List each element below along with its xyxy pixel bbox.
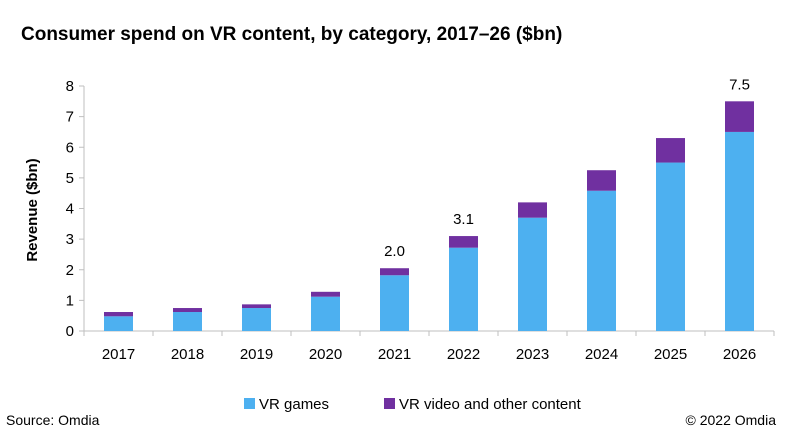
bar-vr-games <box>656 162 685 331</box>
bar-vr-video <box>587 170 616 191</box>
bars <box>104 101 754 331</box>
bar-vr-video <box>380 268 409 276</box>
chart-title: Consumer spend on VR content, by categor… <box>21 24 563 45</box>
y-tick-label: 3 <box>66 231 74 248</box>
x-axis: 2017 2018 2019 2020 2021 2022 2023 2024 2025 2026 <box>83 330 775 363</box>
x-tick-label: 2017 <box>102 346 135 363</box>
y-tick-label: 0 <box>66 323 74 340</box>
y-tick-label: 5 <box>66 170 74 187</box>
bar-vr-games <box>518 217 547 331</box>
x-tick-label: 2020 <box>309 346 342 363</box>
y-axis: 0 1 2 3 4 5 6 7 8 <box>66 78 85 340</box>
copyright-note: © 2022 Omdia <box>685 412 776 428</box>
bar-vr-games <box>311 296 340 331</box>
bar-vr-games <box>725 131 754 331</box>
x-tick-label: 2024 <box>585 346 618 363</box>
bar-vr-video <box>656 138 685 163</box>
y-tick-label: 2 <box>66 262 74 279</box>
y-tick-label: 4 <box>66 201 74 218</box>
legend-vr-games-swatch <box>244 398 255 409</box>
x-tick-label: 2019 <box>240 346 273 363</box>
data-label: 2.0 <box>384 243 405 260</box>
y-tick-label: 1 <box>66 292 74 309</box>
bar-vr-games <box>587 190 616 331</box>
y-tick-label: 8 <box>66 78 74 95</box>
y-tick-label: 7 <box>66 109 74 126</box>
bar-vr-video <box>725 101 754 132</box>
x-tick-label: 2021 <box>378 346 411 363</box>
bar-vr-games <box>242 308 271 331</box>
y-tick-label: 6 <box>66 139 74 156</box>
x-tick-label: 2023 <box>516 346 549 363</box>
bar-vr-games <box>380 275 409 331</box>
data-label: 3.1 <box>453 211 474 228</box>
x-tick-label: 2025 <box>654 346 687 363</box>
legend-vr-video-label: VR video and other content <box>399 396 582 413</box>
x-tick-label: 2026 <box>723 346 756 363</box>
data-labels: 2.0 3.1 7.5 <box>384 76 750 260</box>
bar-vr-games <box>173 312 202 331</box>
legend: VR games VR video and other content <box>244 396 582 413</box>
bar-vr-video <box>173 308 202 313</box>
x-tick-label: 2022 <box>447 346 480 363</box>
bar-vr-games <box>449 247 478 331</box>
x-tick-label: 2018 <box>171 346 204 363</box>
bar-vr-video <box>449 236 478 248</box>
bar-vr-video <box>518 202 547 218</box>
bar-vr-video <box>242 304 271 309</box>
bar-vr-video <box>104 312 133 317</box>
source-note: Source: Omdia <box>6 412 100 428</box>
y-axis-title: Revenue ($bn) <box>24 158 41 261</box>
legend-vr-video-swatch <box>384 398 395 409</box>
data-label: 7.5 <box>729 76 750 93</box>
bar-vr-games <box>104 316 133 331</box>
legend-vr-games-label: VR games <box>259 396 329 413</box>
bar-vr-video <box>311 291 340 297</box>
